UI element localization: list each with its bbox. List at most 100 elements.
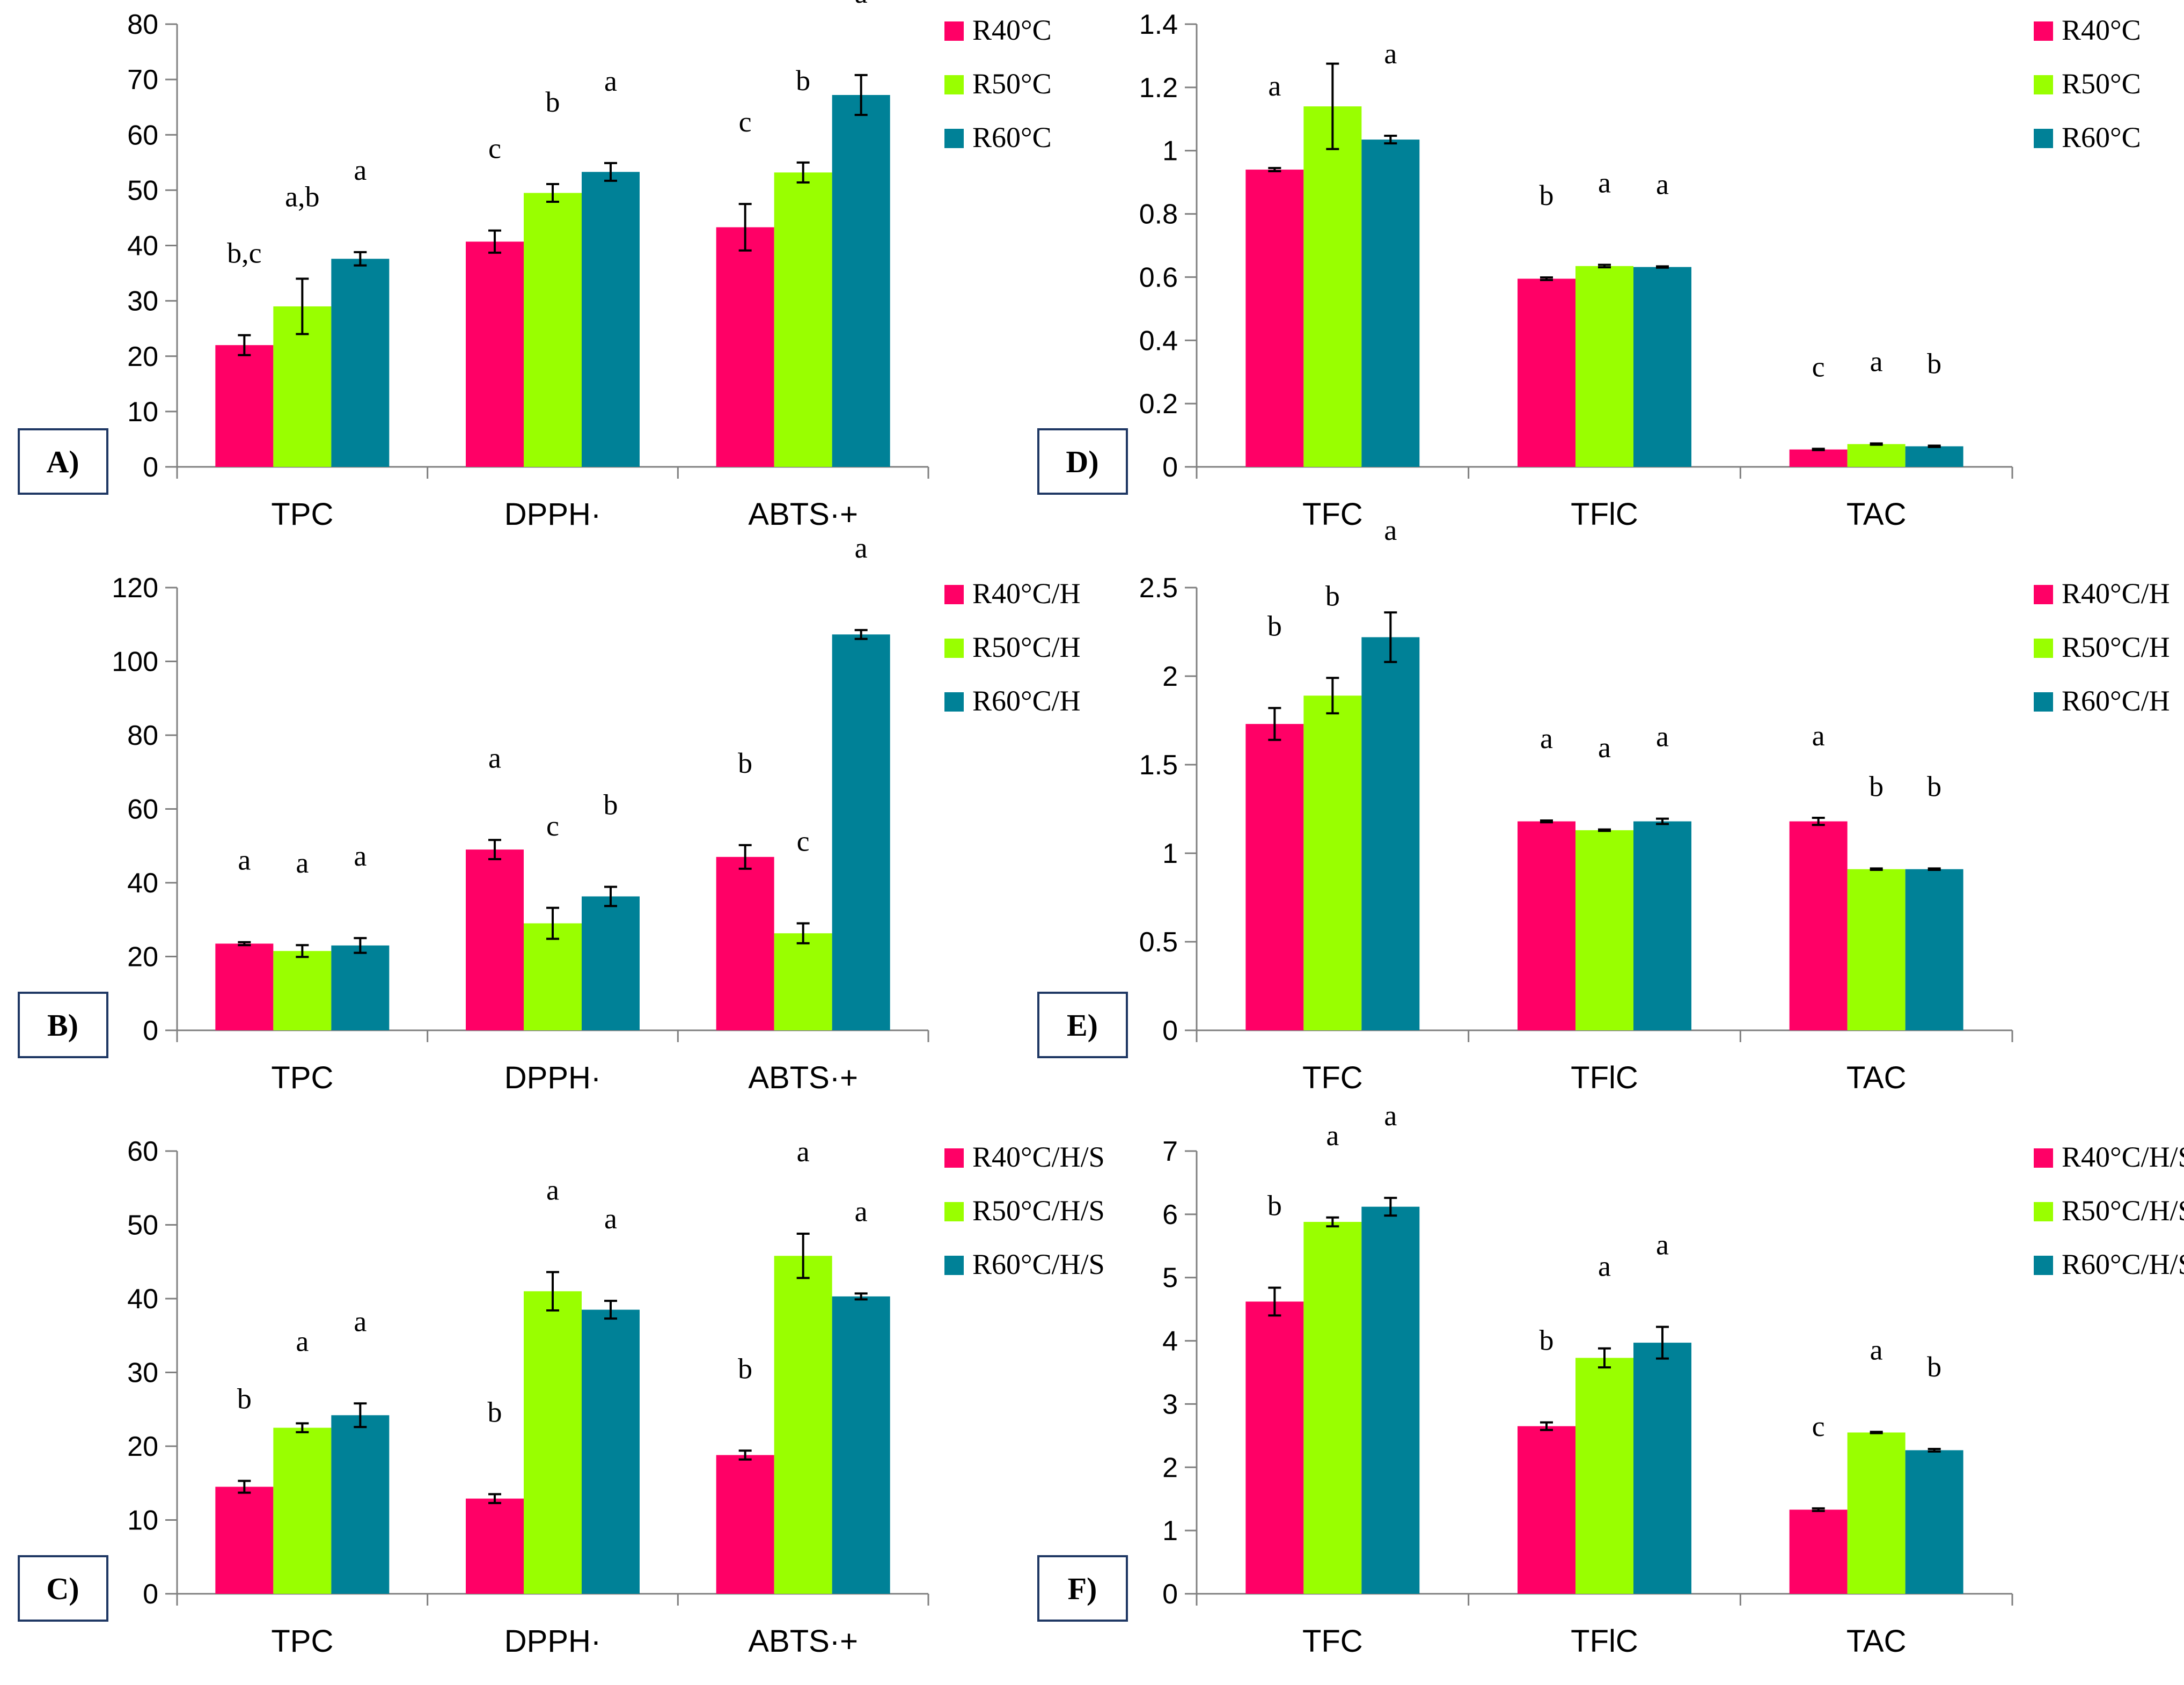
panel-label-box [1037, 1555, 1128, 1622]
bar-r40-c-h-s [1518, 1426, 1575, 1594]
significance-label: a [1598, 166, 1611, 199]
significance-label: a,b [285, 180, 319, 213]
legend-label: R40°C/H [972, 577, 1081, 610]
significance-label: a [1598, 1250, 1611, 1283]
bar-r40-c-h-s [215, 1486, 274, 1594]
y-tick-label: 0 [143, 1579, 158, 1610]
legend-label: R50°C/H/S [972, 1195, 1105, 1227]
bar-r60-c-h-s [1361, 1206, 1420, 1594]
legend-swatch [2034, 692, 2053, 712]
significance-label: b [488, 1396, 502, 1428]
bar-r40-c-h-s [1245, 1301, 1304, 1594]
x-category-label: ABTS·+ [748, 497, 858, 532]
legend-swatch [2034, 639, 2053, 658]
significance-label: b [738, 1352, 752, 1384]
bar-r60-c [832, 95, 890, 467]
bar-r50-c-h [1303, 695, 1362, 1030]
y-tick-label: 20 [127, 341, 158, 372]
legend-swatch [2034, 1148, 2053, 1168]
x-category-label: ABTS·+ [748, 1624, 858, 1659]
legend-swatch [944, 639, 964, 658]
chart-svg: 0 1 2 3 4 5 6 7 TFC b a a TFlC b a a TAC c a b R40°C/H/S R50°… [1037, 1100, 2184, 1659]
y-tick-label: 2 [1162, 1452, 1178, 1483]
chart-panel-f: 0 1 2 3 4 5 6 7 TFC b a a TFlC b a a TAC c a b R40°C/H/S R50°… [1020, 1100, 2184, 1685]
chart-panel-a: 0 10 20 30 40 50 60 70 80 TPC b,c a,b a DPPH· c b a ABTS·… [0, 0, 1052, 558]
significance-label: a [604, 1203, 617, 1235]
significance-label: a [488, 742, 501, 774]
legend-label: R50°C/H [972, 631, 1081, 663]
significance-label: a [238, 844, 251, 876]
chart-svg: 0 0.5 1 1.5 2 2.5 TFC b b a TFlC a a a TAC a b b R40°C/H R5… [1037, 514, 2170, 1095]
x-category-label: TAC [1846, 497, 1907, 532]
y-tick-label: 20 [127, 942, 158, 973]
bar-r50-c-h-s [774, 1256, 832, 1594]
significance-label: a [855, 532, 868, 564]
significance-label: c [546, 810, 559, 842]
significance-label: a [354, 154, 367, 186]
bar-r60-c [1905, 446, 1963, 467]
bar-r60-c [331, 259, 390, 467]
y-tick-label: 70 [127, 64, 158, 96]
significance-label: a [1384, 38, 1397, 70]
y-tick-label: 0 [143, 452, 158, 483]
y-tick-label: 80 [127, 720, 158, 751]
panel-label-box [1037, 992, 1128, 1058]
significance-label: a [1656, 1229, 1669, 1261]
bar-r40-c-h-s [1789, 1510, 1848, 1594]
panel-label: C) [46, 1571, 79, 1606]
x-category-label: TAC [1846, 1060, 1907, 1095]
y-tick-label: 40 [127, 868, 158, 899]
bar-r50-c-h [524, 923, 582, 1030]
legend-swatch [944, 21, 964, 41]
bar-r60-c-h [1361, 637, 1420, 1030]
significance-label: b [1927, 1351, 1941, 1383]
bar-r60-c-h [1905, 869, 1963, 1030]
y-tick-label: 10 [127, 1505, 158, 1536]
y-tick-label: 4 [1162, 1326, 1178, 1357]
significance-label: a [1268, 70, 1281, 102]
significance-label: a [1870, 345, 1883, 377]
panel-label: F) [1068, 1571, 1097, 1606]
bar-r40-c [215, 345, 274, 467]
bar-r60-c [582, 172, 640, 467]
bar-r50-c-h-s [273, 1427, 332, 1594]
bar-r60-c-h-s [331, 1415, 390, 1594]
x-category-label: TPC [271, 497, 333, 532]
significance-label: c [797, 825, 810, 858]
bar-r50-c-h [1847, 869, 1905, 1030]
y-tick-label: 120 [112, 573, 158, 604]
significance-label: b [604, 789, 618, 821]
chart-panel-b: 0 20 40 60 80 100 120 TPC a a a DPPH· a c b ABTS·+ b c a R4… [0, 532, 1081, 1122]
y-tick-label: 0.5 [1139, 927, 1178, 958]
legend-label: R40°C/H/S [972, 1141, 1105, 1173]
bar-r50-c [1847, 444, 1905, 467]
x-category-label: DPPH· [504, 1624, 601, 1659]
significance-label: b [1869, 770, 1883, 802]
significance-label: b [1927, 770, 1941, 802]
chart-svg: 0 10 20 30 40 50 60 70 80 TPC b,c a,b a DPPH· c b a ABTS·… [18, 0, 1052, 532]
panel-label: A) [46, 444, 79, 479]
chart-svg: 0 10 20 30 40 50 60 TPC b a a DPPH· b a a ABTS·+ b a a R40°… [18, 1135, 1105, 1659]
legend-label: R60°C/H [972, 685, 1081, 717]
bar-r40-c-h-s [466, 1498, 524, 1594]
bar-r40-c-h-s [716, 1455, 774, 1594]
y-tick-label: 10 [127, 397, 158, 428]
legend-swatch [944, 1256, 964, 1275]
significance-label: a [354, 1305, 367, 1337]
significance-label: a [1598, 731, 1611, 764]
significance-label: b [1267, 610, 1282, 642]
legend-swatch [944, 585, 964, 604]
bar-r60-c [1633, 267, 1691, 467]
legend-label: R60°C [972, 121, 1052, 153]
chart-panel-c: 0 10 20 30 40 50 60 TPC b a a DPPH· b a a ABTS·+ b a a R40°… [0, 1127, 1105, 1685]
legend-swatch [944, 129, 964, 148]
bar-r40-c-h [215, 943, 274, 1030]
bar-r40-c-h [1518, 821, 1575, 1030]
legend-swatch [2034, 1256, 2053, 1275]
y-tick-label: 0 [1162, 1579, 1178, 1610]
x-category-label: ABTS·+ [748, 1060, 858, 1095]
bar-r50-c-h-s [1575, 1358, 1633, 1594]
bar-r40-c [466, 241, 524, 467]
legend-label: R60°C/H/S [2062, 1248, 2184, 1280]
bar-r40-c-h [466, 849, 524, 1030]
